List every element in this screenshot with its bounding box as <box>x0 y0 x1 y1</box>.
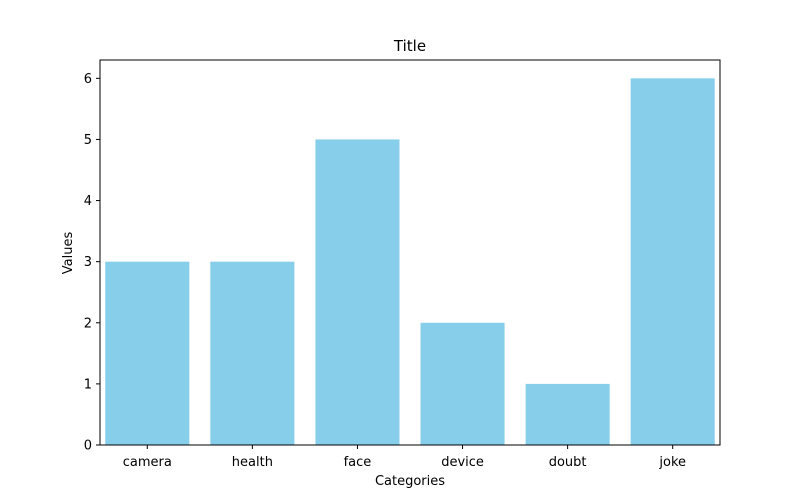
y-axis-ticks: 0 1 2 3 4 5 6 <box>84 72 100 454</box>
plot-frame <box>99 59 721 446</box>
bar-device <box>420 322 505 445</box>
x-axis-ticks: camera health face device doubt joke <box>123 445 686 470</box>
bars-group <box>105 78 715 445</box>
bar-joke <box>630 78 715 445</box>
x-tick-label: doubt <box>549 455 587 470</box>
bar-doubt <box>525 383 610 445</box>
bar-face <box>315 139 400 445</box>
x-tick-label: joke <box>658 455 686 470</box>
x-tick-label: health <box>232 455 273 470</box>
y-tick-label: 3 <box>84 255 92 270</box>
y-tick-label: 5 <box>84 133 92 148</box>
bar-health <box>210 261 295 445</box>
bar-camera <box>105 261 190 445</box>
x-tick-label: face <box>344 455 372 470</box>
y-tick-label: 0 <box>84 439 92 454</box>
y-tick-label: 4 <box>84 194 92 209</box>
x-tick-label: camera <box>123 455 172 470</box>
chart-title: Title <box>393 37 426 55</box>
x-tick-label: device <box>441 455 484 470</box>
x-axis-label: Categories <box>375 474 445 489</box>
y-axis-label: Values <box>61 232 76 275</box>
y-tick-label: 1 <box>84 377 92 392</box>
y-tick-label: 6 <box>84 72 92 87</box>
y-tick-label: 2 <box>84 316 92 331</box>
